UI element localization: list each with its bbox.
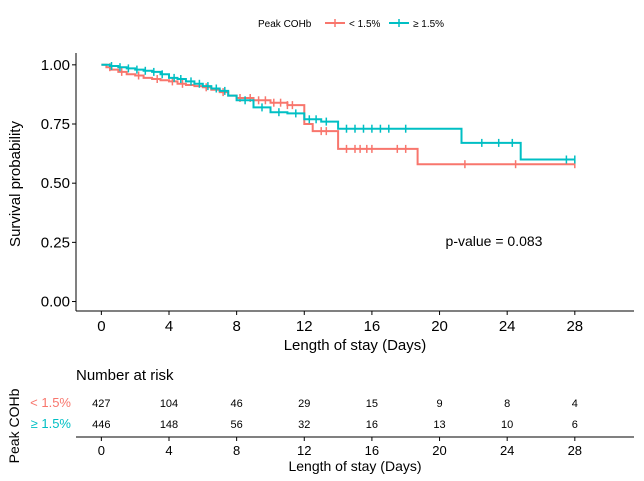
risk-x-tick-label: 20	[432, 443, 446, 458]
legend-label-low: < 1.5%	[349, 19, 381, 30]
x-tick-label: 28	[566, 318, 583, 335]
survival-curves	[101, 62, 576, 169]
x-ticks	[100, 311, 576, 315]
y-axis-title: Survival probability	[7, 121, 24, 247]
x-tick-label: 24	[499, 318, 516, 335]
survival-curve-low	[101, 63, 575, 166]
risk-table: Number at risk Peak COHb < 1.5% ≥ 1.5% 4…	[6, 367, 634, 474]
risk-cell: 15	[366, 398, 378, 410]
risk-cell: 29	[298, 398, 310, 410]
risk-cell: 427	[92, 398, 110, 410]
x-tick-label: 20	[431, 318, 448, 335]
risk-x-ticks	[100, 437, 576, 441]
y-tick-label: 0.25	[41, 234, 70, 251]
risk-cell: 148	[160, 419, 178, 431]
x-tick-label: 4	[165, 318, 173, 335]
risk-cell: 13	[433, 419, 445, 431]
legend-label-high: ≥ 1.5%	[413, 19, 444, 30]
y-tick-label: 0.75	[41, 116, 70, 133]
risk-cell: 8	[504, 398, 510, 410]
risk-cell: 10	[501, 419, 513, 431]
x-axis-title: Length of stay (Days)	[284, 337, 427, 354]
y-ticks	[72, 64, 76, 303]
risk-x-tick-label: 12	[297, 443, 311, 458]
x-tick-label: 0	[97, 318, 105, 335]
risk-cell: 446	[92, 419, 110, 431]
y-tick-label: 1.00	[41, 57, 70, 74]
risk-cell: 9	[436, 398, 442, 410]
risk-row-label-low: < 1.5%	[30, 395, 71, 410]
y-tick-label: 0.50	[41, 175, 70, 192]
risk-cell: 56	[231, 419, 243, 431]
risk-cell: 46	[231, 398, 243, 410]
risk-x-tick-label: 4	[165, 443, 172, 458]
x-tick-labels: 0 4 8 12 16 20 24 28	[97, 318, 583, 335]
km-plot: Survival probability 0.00 0.25 0.50 0.75 1.0…	[7, 53, 634, 354]
x-tick-label: 8	[232, 318, 240, 335]
risk-x-tick-labels: 0 4 8 12 16 20 24 28	[98, 443, 582, 458]
risk-cell: 6	[572, 419, 578, 431]
risk-x-tick-label: 16	[365, 443, 379, 458]
risk-cell: 104	[160, 398, 178, 410]
p-value-annotation: p-value = 0.083	[446, 233, 543, 249]
risk-table-ylabel: Peak COHb	[6, 388, 22, 463]
x-tick-label: 12	[296, 318, 313, 335]
legend: Peak COHb < 1.5% ≥ 1.5%	[258, 19, 444, 30]
y-tick-label: 0.00	[41, 294, 70, 311]
risk-row-label-high: ≥ 1.5%	[31, 416, 72, 431]
risk-x-tick-label: 8	[233, 443, 240, 458]
risk-table-title: Number at risk	[76, 367, 174, 384]
risk-x-tick-label: 0	[98, 443, 105, 458]
risk-x-tick-label: 24	[500, 443, 514, 458]
y-tick-labels: 0.00 0.25 0.50 0.75 1.00	[41, 57, 70, 311]
risk-x-tick-label: 28	[568, 443, 582, 458]
legend-title: Peak COHb	[258, 19, 312, 30]
risk-cell: 4	[572, 398, 578, 410]
x-tick-label: 16	[364, 318, 381, 335]
risk-cell: 32	[298, 419, 310, 431]
risk-cell: 16	[366, 419, 378, 431]
risk-x-axis-title: Length of stay (Days)	[288, 458, 421, 474]
